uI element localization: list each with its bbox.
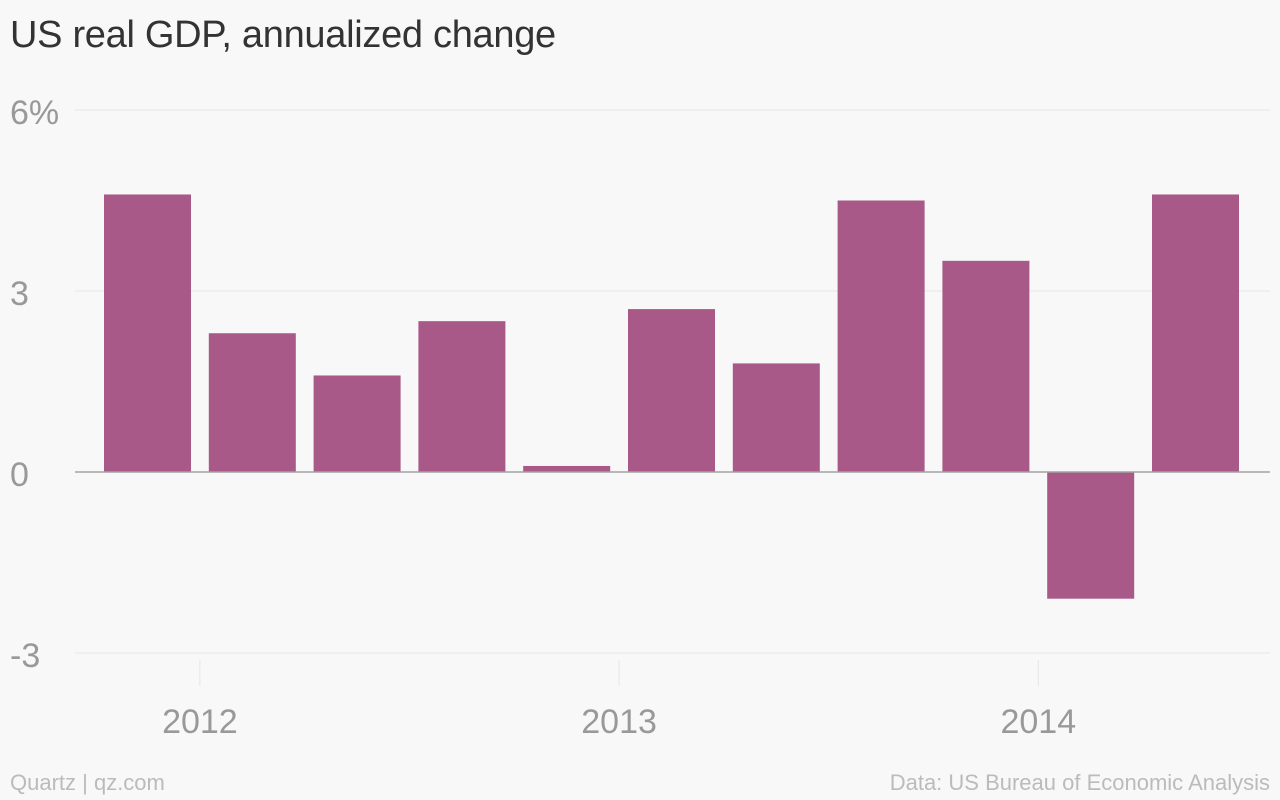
x-tick-label: 2014 — [1000, 703, 1076, 741]
bar-2012-q4 — [523, 465, 611, 472]
bar-2014-q2 — [1152, 194, 1239, 472]
bar-2013-q1 — [628, 309, 715, 472]
x-tick-label: 2012 — [162, 703, 238, 741]
bar-2012-q1 — [208, 333, 296, 472]
chart-title: US real GDP, annualized change — [10, 14, 556, 56]
y-tick-label: 6% — [10, 94, 59, 132]
bar-2012-q2 — [313, 375, 401, 472]
bar-2013-q4 — [942, 260, 1030, 472]
bar-2012-q3 — [418, 321, 506, 472]
y-axis-tick-labels: 6% 3 0 -3 — [10, 94, 59, 675]
y-tick-label: 3 — [10, 275, 29, 313]
footer-credit: Quartz | qz.com — [10, 770, 165, 795]
bar-2014-q1 — [1047, 472, 1135, 599]
x-axis-ticks: 2012 2013 2014 — [162, 660, 1076, 741]
bars — [104, 194, 1239, 599]
bar-2011-q4 — [104, 194, 191, 472]
grid-lines — [75, 109, 1270, 654]
footer-data-source: Data: US Bureau of Economic Analysis — [889, 770, 1270, 795]
y-tick-label: -3 — [10, 637, 40, 675]
bar-2013-q3 — [837, 200, 925, 472]
x-tick-label: 2013 — [581, 703, 657, 741]
bar-2013-q2 — [732, 363, 820, 472]
y-tick-label: 0 — [10, 456, 29, 494]
